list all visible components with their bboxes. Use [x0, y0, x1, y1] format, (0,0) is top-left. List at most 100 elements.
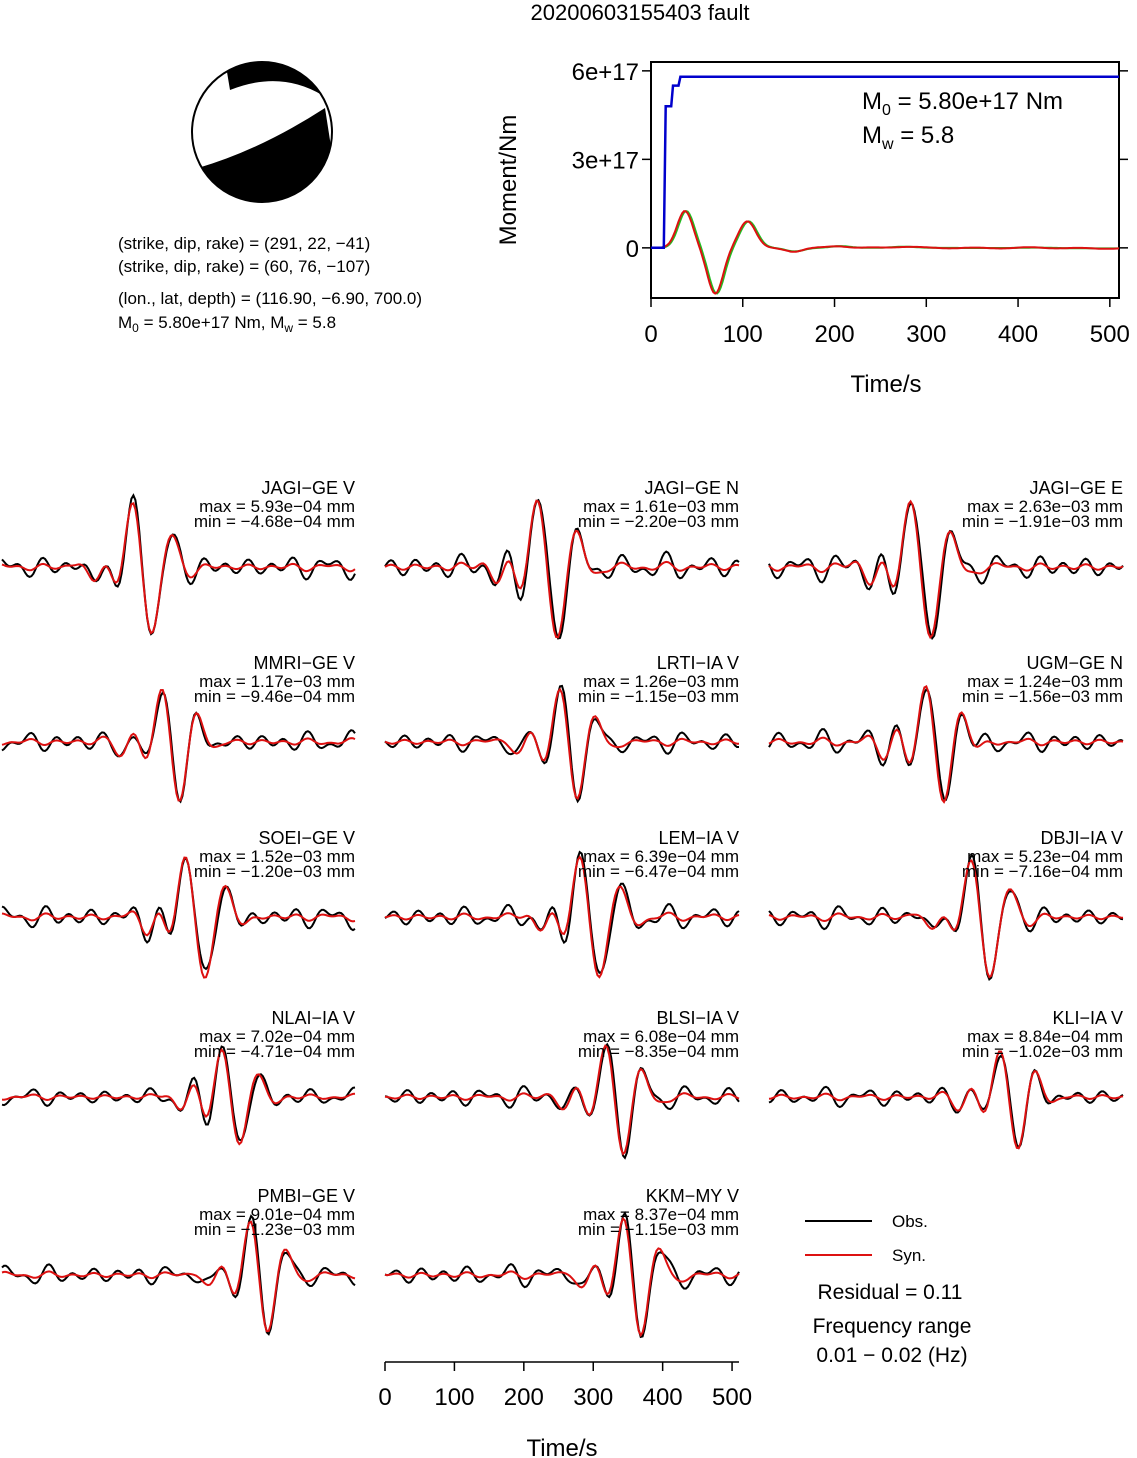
station-min: min = −1.91e−03 mm	[962, 512, 1123, 531]
station-min: min = −1.56e−03 mm	[962, 687, 1123, 706]
station-max: max = 1.26e−03 mm	[583, 672, 739, 691]
station-min: min = −2.20e−03 mm	[578, 512, 739, 531]
observed-trace	[384, 1042, 740, 1160]
synthetic-trace	[768, 1050, 1124, 1150]
station-max: max = 5.23e−04 mm	[967, 847, 1123, 866]
synthetic-trace	[384, 855, 740, 979]
station-min: min = −1.23e−03 mm	[194, 1220, 355, 1239]
station-max: max = 8.84e−04 mm	[967, 1027, 1123, 1046]
figure-title: 20200603155403 fault	[531, 0, 750, 25]
observed-trace	[384, 684, 739, 804]
station-max: max = 1.61e−03 mm	[583, 497, 739, 516]
waveform-x-tick-label: 0	[378, 1384, 391, 1411]
station-max: max = 8.37e−04 mm	[583, 1205, 739, 1224]
synthetic-trace	[1, 856, 356, 979]
moment-y-tick-label: 6e+17	[572, 59, 639, 86]
station-label: NLAI−IA V	[271, 1008, 355, 1028]
station-min: min = −8.35e−04 mm	[578, 1042, 739, 1061]
synthetic-trace	[1, 501, 356, 635]
station-label: KLI−IA V	[1052, 1008, 1123, 1028]
station-min: min = −4.71e−04 mm	[194, 1042, 355, 1061]
station-label: KKM−MY V	[646, 1186, 739, 1206]
station-label: JAGI−GE V	[261, 478, 355, 498]
moment-annotation-mw: Mw = 5.8	[862, 122, 954, 153]
station-min: min = −1.15e−03 mm	[578, 1220, 739, 1239]
hypocenter: (lon., lat, depth) = (116.90, −6.90, 700…	[118, 289, 422, 308]
nodal-plane-2: (strike, dip, rake) = (60, 76, −107)	[118, 257, 370, 276]
waveform-time-axis: 0 100 200 300 400 500	[378, 1361, 752, 1411]
nodal-plane-1: (strike, dip, rake) = (291, 22, −41)	[118, 234, 370, 253]
station-max: max = 7.02e−04 mm	[199, 1027, 355, 1046]
moment-magnitude-line: M0 = 5.80e+17 Nm, Mw = 5.8	[118, 313, 336, 335]
station-min: min = −1.15e−03 mm	[578, 687, 739, 706]
synthetic-trace	[384, 687, 739, 801]
synthetic-trace	[768, 684, 1124, 804]
moment-y-tick-label: 3e+17	[572, 147, 639, 174]
station-label: LRTI−IA V	[657, 653, 739, 673]
observed-trace	[768, 687, 1124, 802]
station-max: max = 1.52e−03 mm	[199, 847, 355, 866]
moment-x-tick-label: 0	[644, 321, 657, 348]
station-min: min = −7.16e−04 mm	[962, 862, 1123, 881]
station-min: min = −9.46e−04 mm	[194, 687, 355, 706]
station-max: max = 5.93e−04 mm	[199, 497, 355, 516]
moment-x-tick-label: 100	[723, 321, 763, 348]
station-min: min = −6.47e−04 mm	[578, 862, 739, 881]
synthetic-trace	[768, 499, 1124, 640]
station-label: DBJI−IA V	[1040, 828, 1123, 848]
station-max: max = 2.63e−03 mm	[967, 497, 1123, 516]
cumulative-moment-line	[651, 75, 1119, 250]
moment-x-axis-label: Time/s	[850, 371, 921, 398]
moment-annotation-m0: M0 = 5.80e+17 Nm	[862, 88, 1063, 119]
station-label: LEM−IA V	[658, 828, 739, 848]
moment-rate-line	[651, 210, 1120, 295]
station-label: JAGI−GE E	[1029, 478, 1123, 498]
moment-y-tick-label: 0	[626, 236, 639, 263]
observed-trace	[384, 498, 740, 640]
waveform-x-tick-label: 300	[573, 1384, 613, 1411]
observed-trace	[1, 690, 356, 804]
moment-x-tick-label: 300	[906, 321, 946, 348]
waveform-x-tick-label: 400	[643, 1384, 683, 1411]
station-max: max = 6.39e−04 mm	[583, 847, 739, 866]
station-min: min = −1.20e−03 mm	[194, 862, 355, 881]
observed-trace	[768, 1054, 1124, 1150]
station-label: PMBI−GE V	[257, 1186, 355, 1206]
station-max: max = 6.08e−04 mm	[583, 1027, 739, 1046]
waveform-x-tick-label: 100	[434, 1384, 474, 1411]
waveform-x-axis-label: Time/s	[526, 1435, 597, 1458]
moment-plot-frame	[650, 61, 1120, 299]
synthetic-trace	[1, 1047, 356, 1146]
station-max: max = 1.24e−03 mm	[967, 672, 1123, 691]
synthetic-trace	[384, 499, 740, 639]
station-label: UGM−GE N	[1026, 653, 1123, 673]
station-label: SOEI−GE V	[258, 828, 355, 848]
station-max: max = 1.17e−03 mm	[199, 672, 355, 691]
moment-function-panel: 0 100 200 300 400 500 0 3e+17 6e+17 M0 = 5.80e+1…	[495, 59, 1130, 398]
synthetic-trace	[384, 1044, 740, 1156]
legend: Obs. Syn.	[805, 1212, 928, 1265]
station-label: BLSI−IA V	[656, 1008, 739, 1028]
station-min: min = −1.02e−03 mm	[962, 1042, 1123, 1061]
frequency-range-value: 0.01 − 0.02 (Hz)	[816, 1344, 967, 1367]
station-max: max = 9.01e−04 mm	[199, 1205, 355, 1224]
residual-value: Residual = 0.11	[818, 1281, 963, 1304]
station-label: JAGI−GE N	[644, 478, 739, 498]
waveform-x-tick-label: 500	[712, 1384, 752, 1411]
station-min: min = −4.68e−04 mm	[194, 512, 355, 531]
frequency-range-label: Frequency range	[813, 1315, 972, 1338]
synthetic-trace	[768, 859, 1124, 979]
